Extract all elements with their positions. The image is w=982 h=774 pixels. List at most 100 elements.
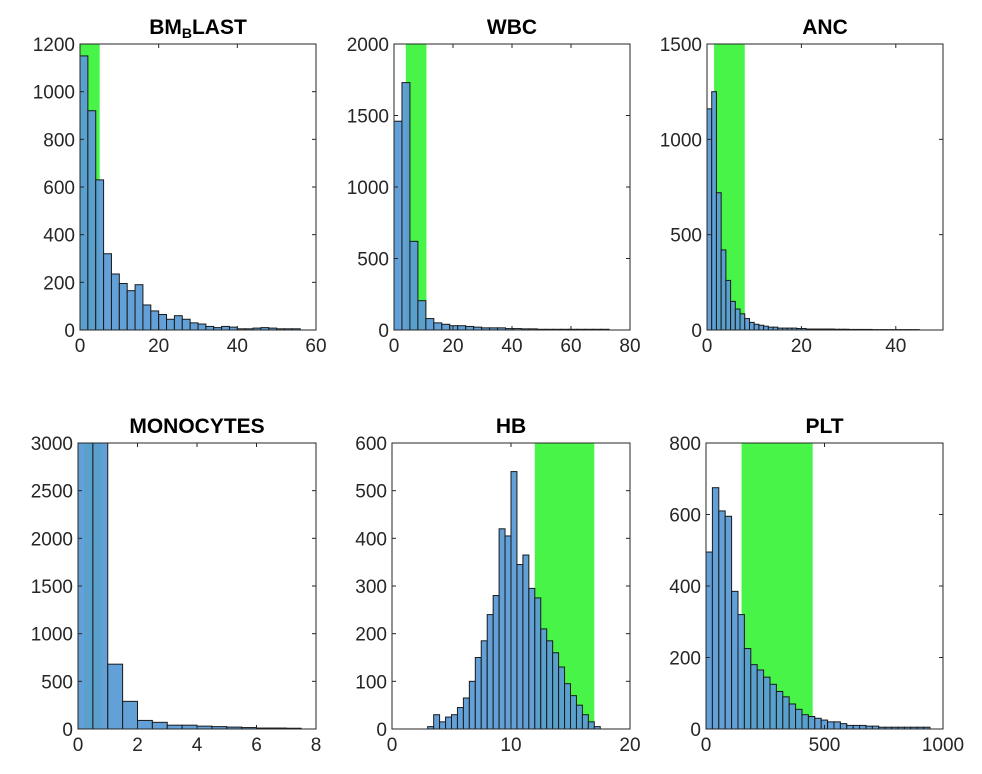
histogram-bar	[827, 721, 835, 730]
x-tick-label: 0	[389, 336, 400, 357]
histogram-bar	[181, 318, 191, 331]
histogram-bar	[197, 323, 207, 331]
y-tick-label: 1500	[31, 577, 73, 598]
histogram-bar	[474, 657, 482, 730]
histogram-bar	[711, 487, 720, 730]
histogram-bar	[788, 703, 797, 730]
histogram-bar	[486, 614, 494, 730]
histogram-bar	[852, 724, 861, 730]
y-tick-label: 800	[669, 434, 701, 455]
x-tick-label: 20	[619, 735, 640, 756]
histogram-bar	[122, 700, 138, 730]
y-tick-label: 0	[376, 720, 387, 741]
histogram-bar	[504, 535, 512, 730]
histogram-bar	[166, 318, 175, 331]
histogram-bar	[743, 648, 752, 730]
panel-monocytes: 0 2 4 6 8 0 500 1000 1500 2000 2500 3000 MONOCYTES	[31, 415, 322, 756]
y-tick-label: 600	[355, 434, 387, 455]
x-tick-label: 500	[809, 735, 841, 756]
histogram-bar	[417, 300, 427, 331]
histogram-bar	[457, 325, 467, 331]
histogram-bar	[181, 724, 198, 730]
x-tick-label: 20	[442, 336, 463, 357]
y-tick-label: 500	[41, 672, 73, 693]
histogram-bar	[807, 715, 816, 730]
y-tick-label: 2000	[347, 35, 389, 56]
histogram-bar	[425, 318, 435, 331]
y-tick-label: 800	[43, 130, 75, 151]
histogram-bar	[110, 273, 120, 331]
y-tick-label: 1000	[31, 625, 73, 646]
histogram-bar	[95, 179, 105, 331]
histogram-bar	[756, 669, 765, 730]
panel-plt: 0 500 1000 0 200 400 600 800 PLT	[669, 415, 964, 756]
histogram-bar	[451, 714, 458, 730]
y-tick-label: 0	[691, 321, 702, 342]
histogram-bar	[433, 714, 441, 730]
y-tick-label: 100	[355, 672, 387, 693]
histogram-bar	[449, 325, 459, 331]
histogram-bar	[79, 55, 89, 331]
x-tick-label: 8	[311, 735, 322, 756]
x-tick-label: 4	[192, 735, 203, 756]
histogram-bar	[118, 283, 128, 331]
y-tick-label: 1200	[33, 35, 75, 56]
histogram-bar	[87, 110, 97, 331]
histogram-bar	[150, 310, 160, 331]
histogram-bar	[758, 324, 765, 331]
histogram-bar	[441, 323, 451, 331]
histogram-bar	[846, 724, 854, 730]
panel-anc: 0 20 40 0 500 1000 1500 ANC	[660, 16, 944, 357]
histogram-bar	[189, 322, 199, 331]
histogram-bar	[546, 640, 554, 730]
histogram-bar	[795, 708, 803, 730]
chart-title: MONOCYTES	[129, 415, 264, 438]
histogram-bar	[393, 120, 403, 331]
histogram-bar	[575, 704, 583, 730]
panel-wbc: 0 20 40 60 80 0 500 1000 1500 2000 WBC	[347, 16, 641, 357]
y-tick-label: 400	[355, 529, 387, 550]
histogram-bar	[528, 587, 536, 730]
histogram-bar	[137, 719, 153, 730]
histogram-bar	[859, 724, 867, 730]
chart-title: HB	[496, 415, 526, 438]
histogram-bar	[409, 240, 419, 331]
histogram-bar	[775, 690, 784, 730]
y-tick-label: 200	[669, 649, 701, 670]
histogram-bar	[92, 442, 109, 730]
y-tick-label: 1000	[33, 83, 75, 104]
x-tick-label: 0	[75, 336, 86, 357]
histogram-bar	[720, 249, 727, 331]
histogram-bar	[534, 597, 542, 730]
histogram-bar	[492, 595, 500, 730]
x-tick-label: 6	[251, 735, 262, 756]
axes-frame-wbc	[393, 43, 631, 331]
histogram-bar	[522, 554, 530, 730]
histogram-bar	[221, 325, 230, 331]
chart-title: ANC	[802, 16, 848, 39]
histogram-bar	[769, 683, 777, 730]
histogram-bar	[205, 325, 215, 331]
x-tick-label: 60	[560, 336, 581, 357]
histogram-bar	[142, 304, 152, 331]
y-tick-label: 500	[355, 482, 387, 503]
chart-title: PLT	[805, 415, 843, 438]
histogram-bar	[730, 300, 736, 331]
histogram-bar	[739, 313, 746, 331]
y-tick-label: 300	[355, 577, 387, 598]
histogram-bar	[151, 721, 168, 730]
histogram-bar	[510, 471, 518, 730]
histogram-bar	[445, 716, 452, 730]
histogram-bar	[705, 551, 713, 730]
y-tick-label: 500	[670, 226, 702, 247]
y-tick-label: 400	[669, 577, 701, 598]
y-tick-label: 0	[378, 321, 389, 342]
histogram-bar	[801, 714, 809, 730]
axes-frame-anc	[706, 43, 944, 331]
histogram-bar	[158, 314, 168, 331]
histogram-bar	[173, 315, 183, 331]
x-tick-label: 1000	[922, 735, 964, 756]
histogram-bar	[734, 308, 741, 331]
